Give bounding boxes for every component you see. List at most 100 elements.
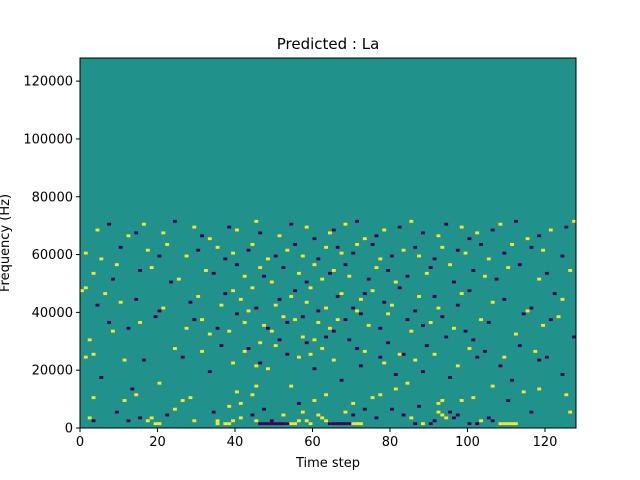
heatmap-cell-high xyxy=(459,225,464,229)
heatmap-cell-low xyxy=(211,410,216,414)
heatmap-cell-low xyxy=(529,410,534,414)
heatmap-cell-high xyxy=(351,422,356,426)
heatmap-cell-high xyxy=(207,237,212,241)
heatmap-cell-high xyxy=(300,410,305,414)
heatmap-cell-high xyxy=(231,361,235,365)
heatmap-cell-high xyxy=(448,263,452,267)
y-axis-label: Frequency (Hz) xyxy=(0,194,13,292)
heatmap-cell-low xyxy=(401,352,406,356)
heatmap-cell-high xyxy=(328,231,332,235)
heatmap-cell-low xyxy=(254,306,259,310)
heatmap-cell-high xyxy=(308,286,313,290)
heatmap-cell-high xyxy=(149,266,154,270)
heatmap-cell-high xyxy=(564,393,569,397)
heatmap-cell-high xyxy=(328,326,332,330)
heatmap-cell-high xyxy=(250,286,255,290)
heatmap-cell-high xyxy=(215,419,220,423)
heatmap-cell-high xyxy=(452,326,456,330)
heatmap-cell-high xyxy=(502,422,507,426)
heatmap-cell-high xyxy=(173,347,177,350)
heatmap-cell-low xyxy=(405,274,410,278)
heatmap-cell-high xyxy=(490,300,495,304)
heatmap-cell-high xyxy=(227,404,232,408)
heatmap-cell-high xyxy=(467,347,472,350)
heatmap-cell-low xyxy=(277,297,282,301)
heatmap-cell-high xyxy=(204,269,208,272)
heatmap-cell-high xyxy=(242,274,247,278)
heatmap-cell-low xyxy=(393,373,398,376)
heatmap-cell-high xyxy=(300,335,305,339)
heatmap-cell-high xyxy=(262,323,266,327)
heatmap-cell-high xyxy=(417,254,421,258)
heatmap-cell-high xyxy=(436,306,441,310)
heatmap-cell-high xyxy=(440,413,445,417)
heatmap-cell-high xyxy=(510,422,514,426)
heatmap-cell-high xyxy=(200,349,204,353)
heatmap-cell-high xyxy=(370,396,375,400)
heatmap-cell-high xyxy=(246,309,251,313)
heatmap-cell-low xyxy=(277,338,282,342)
heatmap-cell-low xyxy=(537,234,542,238)
heatmap-cell-low xyxy=(421,370,425,374)
heatmap-cell-high xyxy=(215,245,220,249)
heatmap-cell-low xyxy=(521,312,526,316)
heatmap-cell-high xyxy=(304,419,309,423)
heatmap-cell-high xyxy=(235,390,239,394)
heatmap-cell-high xyxy=(242,349,247,353)
heatmap-cell-high xyxy=(436,410,441,414)
heatmap-cell-low xyxy=(455,413,460,417)
heatmap-cell-low xyxy=(262,407,266,411)
heatmap-cell-low xyxy=(444,222,449,226)
heatmap-cell-high xyxy=(297,355,301,359)
heatmap-cell-low xyxy=(91,419,96,423)
heatmap-cell-high xyxy=(331,358,336,362)
heatmap-cell-high xyxy=(269,329,274,333)
heatmap-cell-high xyxy=(537,387,542,391)
heatmap-cell-high xyxy=(370,289,375,293)
heatmap-cell-high xyxy=(355,309,359,313)
heatmap-cell-low xyxy=(285,352,290,356)
heatmap-cell-high xyxy=(359,422,363,426)
heatmap-cell-high xyxy=(366,323,371,327)
heatmap-cell-high xyxy=(390,303,394,307)
heatmap-cell-high xyxy=(83,355,88,359)
heatmap-cell-low xyxy=(572,335,576,339)
plot-area xyxy=(79,57,577,429)
heatmap-cell-low xyxy=(448,375,452,379)
heatmap-cell-low xyxy=(529,306,534,310)
heatmap-cell-low xyxy=(246,347,251,350)
heatmap-cell-high xyxy=(324,245,328,249)
heatmap-cell-low xyxy=(548,318,553,322)
heatmap-cell-low xyxy=(498,364,503,368)
heatmap-cell-low xyxy=(517,344,522,348)
heatmap-cell-low xyxy=(196,248,201,252)
heatmap-cell-low xyxy=(351,413,356,417)
heatmap-cell-high xyxy=(521,390,526,394)
heatmap-cell-high xyxy=(281,315,286,319)
heatmap-cell-high xyxy=(374,266,379,270)
heatmap-cell-low xyxy=(397,286,402,290)
heatmap-cell-low xyxy=(126,326,131,330)
heatmap-cell-high xyxy=(157,422,162,426)
heatmap-cell-high xyxy=(80,289,84,293)
heatmap-cell-low xyxy=(95,303,100,307)
heatmap-cell-high xyxy=(324,306,328,310)
heatmap-cell-low xyxy=(157,254,162,258)
heatmap-cell-low xyxy=(343,318,348,322)
heatmap-cell-low xyxy=(250,413,255,417)
heatmap-cell-low xyxy=(281,422,286,426)
heatmap-cell-high xyxy=(506,422,511,426)
heatmap-cell-low xyxy=(378,326,383,330)
heatmap-cell-low xyxy=(258,231,263,235)
heatmap-cell-low xyxy=(235,263,239,267)
heatmap-cell-high xyxy=(343,222,348,226)
heatmap-cell-low xyxy=(114,410,119,414)
heatmap-cell-high xyxy=(355,243,359,246)
heatmap-cell-low xyxy=(300,315,305,319)
heatmap-cell-low xyxy=(390,407,394,411)
heatmap-cell-low xyxy=(397,225,402,229)
heatmap-cell-high xyxy=(514,332,518,336)
heatmap-cell-high xyxy=(339,292,344,296)
heatmap-cell-high xyxy=(440,399,445,402)
heatmap-cell-high xyxy=(312,263,317,267)
